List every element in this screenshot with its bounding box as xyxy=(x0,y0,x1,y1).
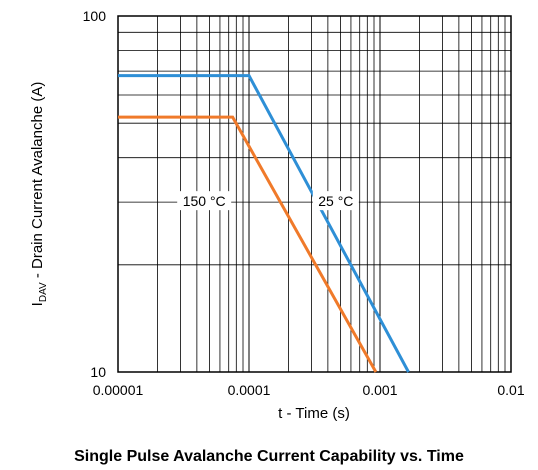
plot-frame xyxy=(117,15,512,373)
y-axis-title-rest: - Drain Current Avalanche (A) xyxy=(29,82,46,283)
series-layer xyxy=(118,74,410,373)
annotations: 150 °C 25 °C xyxy=(177,191,359,211)
chart-title: Single Pulse Avalanche Current Capabilit… xyxy=(74,448,464,465)
x-tick-labels: 0.00001 0.0001 0.001 0.01 xyxy=(93,382,525,398)
x-tick-label: 0.01 xyxy=(497,382,524,398)
y-tick-label: 10 xyxy=(90,364,106,380)
annotation-backing xyxy=(177,191,232,211)
y-tick-labels: 10 100 xyxy=(83,8,107,380)
x-axis-title: t - Time (s) xyxy=(278,405,350,422)
series-annotation-label: 25 °C xyxy=(318,193,353,209)
y-tick-label: 100 xyxy=(83,8,107,24)
series-line-150-c xyxy=(118,115,378,373)
series-annotation-label: 150 °C xyxy=(183,193,226,209)
y-axis-title: IDAV - Drain Current Avalanche (A) xyxy=(29,82,49,307)
x-tick-label: 0.00001 xyxy=(93,382,144,398)
y-axis-title-main: I xyxy=(29,302,46,306)
y-axis-title-sub: DAV xyxy=(38,282,49,302)
x-tick-label: 0.001 xyxy=(362,382,397,398)
x-tick-label: 0.0001 xyxy=(228,382,271,398)
series-line-25-c xyxy=(118,74,410,373)
annotation-backing xyxy=(312,191,359,211)
